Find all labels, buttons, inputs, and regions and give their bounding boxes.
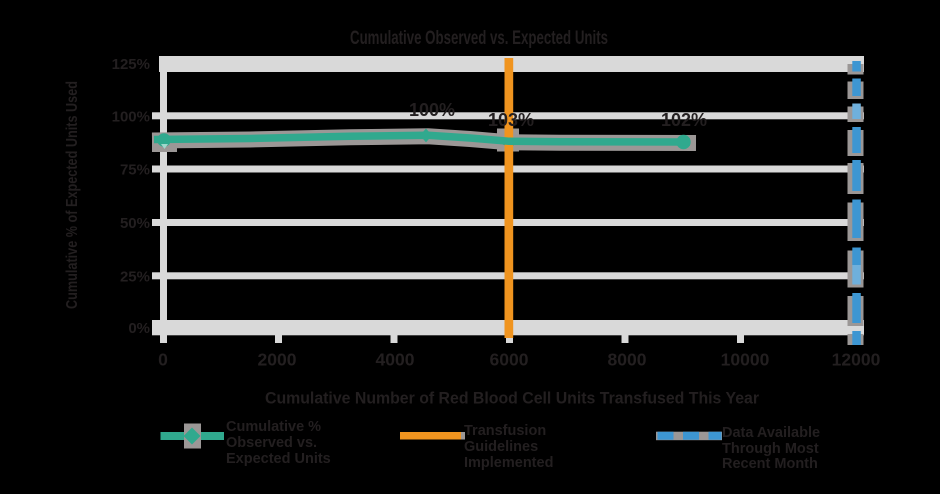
svg-text:75%: 75%	[120, 162, 150, 179]
svg-text:10000: 10000	[721, 350, 770, 370]
svg-text:Data Available: Data Available	[722, 425, 820, 441]
svg-text:100%: 100%	[112, 109, 150, 126]
svg-text:2000: 2000	[258, 350, 297, 370]
svg-text:0%: 0%	[128, 320, 150, 337]
svg-text:Cumulative %: Cumulative %	[226, 419, 321, 435]
svg-text:Expected Units: Expected Units	[226, 451, 331, 467]
svg-text:0: 0	[158, 350, 168, 370]
svg-text:100%: 100%	[409, 100, 455, 120]
svg-text:Transfusion: Transfusion	[464, 423, 546, 439]
svg-text:Through Most: Through Most	[722, 441, 819, 457]
svg-text:Cumulative Number of Red Blood: Cumulative Number of Red Blood Cell Unit…	[265, 390, 760, 408]
svg-text:50%: 50%	[120, 215, 150, 232]
svg-text:103%: 103%	[488, 110, 534, 130]
svg-text:Guidelines: Guidelines	[464, 439, 538, 455]
svg-text:Cumulative Observed vs. Expect: Cumulative Observed vs. Expected Units	[350, 28, 608, 49]
svg-text:Implemented: Implemented	[464, 455, 553, 471]
svg-text:25%: 25%	[120, 269, 150, 286]
svg-text:Recent Month: Recent Month	[722, 456, 818, 472]
svg-text:Observed vs.: Observed vs.	[226, 435, 317, 451]
svg-text:102%: 102%	[661, 110, 707, 130]
svg-text:8000: 8000	[608, 350, 647, 370]
svg-text:Cumulative % of Expected Units: Cumulative % of Expected Units Used	[64, 81, 81, 309]
svg-text:12000: 12000	[832, 350, 881, 370]
svg-text:125%: 125%	[112, 56, 150, 73]
svg-text:4000: 4000	[376, 350, 415, 370]
svg-text:6000: 6000	[490, 350, 529, 370]
